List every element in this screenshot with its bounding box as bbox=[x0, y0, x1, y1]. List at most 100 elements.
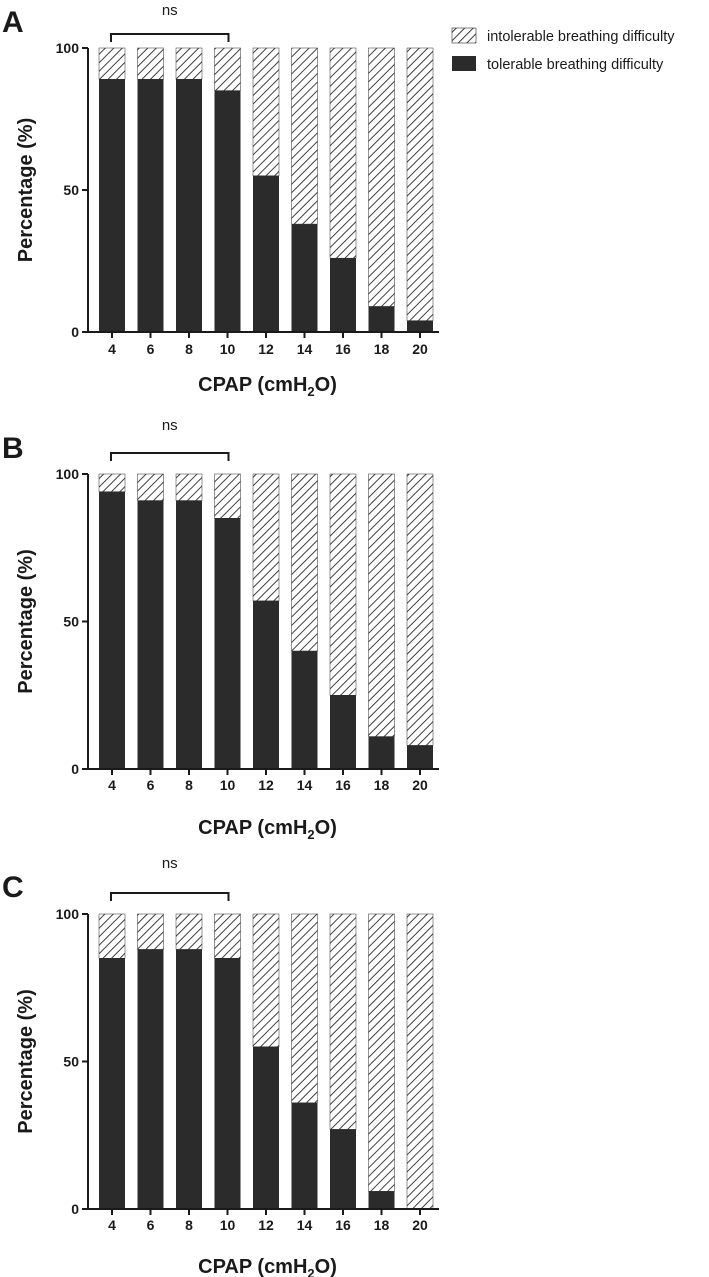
bar-intolerable bbox=[329, 473, 357, 696]
bar-intolerable bbox=[368, 913, 395, 1192]
x-axis-title: CPAP (cmH2O) bbox=[198, 374, 337, 399]
bar-intolerable bbox=[291, 473, 318, 652]
x-tick-label: 6 bbox=[147, 341, 155, 357]
legend-item-tolerable: tolerable breathing difficulty bbox=[452, 56, 664, 73]
y-axis-title: Percentage (%) bbox=[15, 549, 37, 694]
legend-label-intolerable: intolerable breathing difficulty bbox=[487, 29, 675, 45]
bar-intolerable bbox=[98, 913, 126, 959]
x-tick-label: 18 bbox=[374, 1217, 390, 1233]
bar-tolerable bbox=[368, 1191, 395, 1209]
bar-tolerable bbox=[253, 175, 279, 332]
bar-intolerable bbox=[175, 473, 203, 501]
x-tick-label: 4 bbox=[108, 341, 116, 357]
x-tick-label: 10 bbox=[220, 341, 236, 357]
legend: intolerable breathing difficulty tolerab… bbox=[451, 27, 675, 73]
bar-tolerable bbox=[99, 79, 125, 333]
legend-swatch-hatched bbox=[451, 27, 477, 44]
x-tick-label: 12 bbox=[258, 777, 274, 793]
panel-letter: A bbox=[2, 6, 24, 39]
panel-letter: C bbox=[2, 871, 24, 904]
x-tick-label: 8 bbox=[185, 341, 193, 357]
y-tick-label: 100 bbox=[56, 906, 80, 922]
y-tick-label: 100 bbox=[56, 40, 80, 56]
x-tick-label: 10 bbox=[220, 1217, 236, 1233]
bar-intolerable bbox=[291, 913, 318, 1104]
bar-intolerable bbox=[214, 47, 241, 91]
bar-tolerable bbox=[99, 491, 125, 769]
panel-a: A 0 50 100 4 6 8 10 12 14 16 18 20 Percentage (%) CPAP… bbox=[2, 2, 439, 399]
bar-tolerable bbox=[330, 258, 356, 332]
bar-tolerable bbox=[214, 518, 241, 769]
bar-tolerable bbox=[291, 1102, 318, 1209]
y-tick-label: 0 bbox=[71, 761, 79, 777]
y-axis-title: Percentage (%) bbox=[15, 989, 37, 1134]
bar-intolerable bbox=[406, 47, 434, 321]
bar-intolerable bbox=[137, 913, 164, 950]
bar-tolerable bbox=[291, 651, 318, 769]
bar-tolerable bbox=[368, 306, 395, 332]
bar-intolerable bbox=[252, 473, 280, 602]
bar-tolerable bbox=[137, 949, 164, 1209]
x-tick-label: 8 bbox=[185, 777, 193, 793]
panel-b: B 0 50 100 4 6 8 10 12 14 16 18 20 Percentage (%) CPAP… bbox=[2, 417, 439, 842]
x-tick-label: 14 bbox=[297, 777, 313, 793]
x-tick-label: 16 bbox=[335, 1217, 351, 1233]
bar-tolerable bbox=[407, 320, 433, 332]
bar-intolerable bbox=[406, 473, 434, 746]
bar-intolerable bbox=[368, 473, 395, 737]
bar-tolerable bbox=[368, 736, 395, 769]
x-tick-label: 14 bbox=[297, 1217, 313, 1233]
bar-intolerable bbox=[368, 47, 395, 307]
x-tick-label: 14 bbox=[297, 341, 313, 357]
y-tick-label: 100 bbox=[56, 466, 80, 482]
x-tick-label: 12 bbox=[258, 1217, 274, 1233]
bar-tolerable bbox=[253, 1046, 279, 1209]
legend-swatch-solid bbox=[452, 56, 476, 71]
bar-tolerable bbox=[137, 500, 164, 769]
bar-tolerable bbox=[176, 949, 202, 1209]
y-tick-label: 0 bbox=[71, 1201, 79, 1217]
bar-intolerable bbox=[214, 473, 241, 519]
bar-tolerable bbox=[99, 958, 125, 1209]
bar-tolerable bbox=[176, 500, 202, 769]
bar-intolerable bbox=[252, 913, 280, 1047]
significance-bracket bbox=[110, 33, 230, 42]
x-tick-label: 6 bbox=[147, 1217, 155, 1233]
legend-item-intolerable: intolerable breathing difficulty bbox=[451, 27, 675, 45]
x-tick-label: 6 bbox=[147, 777, 155, 793]
x-tick-label: 4 bbox=[108, 1217, 116, 1233]
bar-tolerable bbox=[253, 600, 279, 769]
panel-c: C 0 50 100 4 6 8 10 12 14 16 18 20 Percentage (%) CPAP… bbox=[2, 855, 439, 1277]
y-tick-label: 0 bbox=[71, 324, 79, 340]
x-tick-label: 18 bbox=[374, 777, 390, 793]
x-tick-label: 18 bbox=[374, 341, 390, 357]
bar-tolerable bbox=[330, 1129, 356, 1209]
bar-tolerable bbox=[291, 224, 318, 332]
y-tick-label: 50 bbox=[63, 1054, 79, 1070]
bar-intolerable bbox=[137, 473, 164, 501]
bar-intolerable bbox=[137, 47, 164, 80]
bar-tolerable bbox=[137, 79, 164, 333]
bar-intolerable bbox=[329, 47, 357, 259]
bar-intolerable bbox=[252, 47, 280, 177]
bar-tolerable bbox=[214, 958, 241, 1209]
y-tick-label: 50 bbox=[63, 614, 79, 630]
bar-intolerable bbox=[98, 473, 126, 492]
bar-intolerable bbox=[406, 913, 434, 1210]
panel-letter: B bbox=[2, 432, 24, 465]
x-tick-label: 8 bbox=[185, 1217, 193, 1233]
bar-intolerable bbox=[98, 47, 126, 80]
bar-intolerable bbox=[329, 913, 357, 1130]
x-tick-label: 20 bbox=[412, 1217, 428, 1233]
x-tick-label: 16 bbox=[335, 341, 351, 357]
significance-bracket bbox=[110, 452, 230, 461]
x-tick-label: 20 bbox=[412, 341, 428, 357]
x-tick-label: 4 bbox=[108, 777, 116, 793]
bar-intolerable bbox=[175, 47, 203, 80]
x-tick-label: 10 bbox=[220, 777, 236, 793]
bar-tolerable bbox=[330, 695, 356, 769]
x-tick-label: 20 bbox=[412, 777, 428, 793]
legend-label-tolerable: tolerable breathing difficulty bbox=[487, 57, 664, 73]
significance-bracket bbox=[110, 892, 230, 901]
